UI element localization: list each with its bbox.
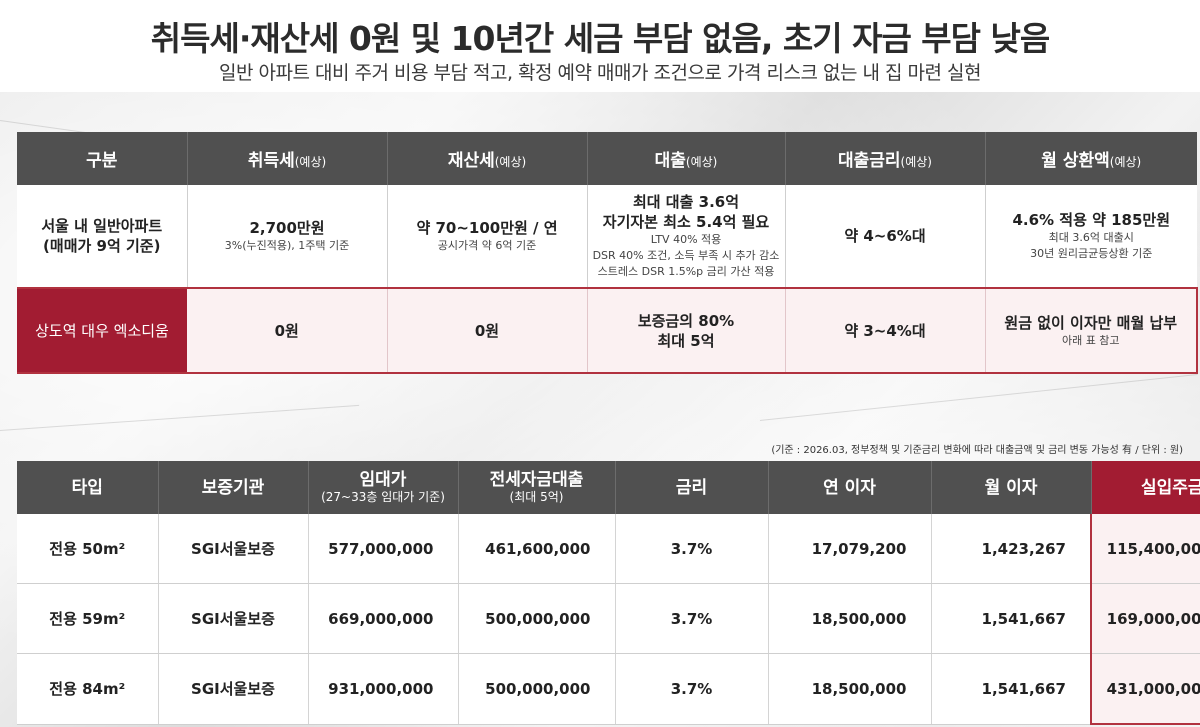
cell-type: 전용 50m² xyxy=(17,514,159,584)
cell-guarantor: SGI서울보증 xyxy=(158,514,309,584)
cell-loan-general: 최대 대출 3.6억 자기자본 최소 5.4억 필요 LTV 40% 적용 DS… xyxy=(587,185,786,289)
cell-rate: 3.7% xyxy=(615,583,769,654)
col-header-category: 구분 xyxy=(17,132,188,185)
cell-loan: 500,000,000 xyxy=(458,583,616,654)
col-header-monthly-interest: 월 이자 xyxy=(931,461,1092,514)
col-header-type: 타입 xyxy=(17,461,159,514)
cell-rate-general: 약 4~6%대 xyxy=(785,185,986,289)
cell-move-in-cost: 431,000,000 xyxy=(1090,653,1200,725)
col-header-move-in-cost: 실입주금 xyxy=(1091,461,1200,514)
col-header-rate: 금리 xyxy=(615,461,769,514)
cell-rent: 577,000,000 xyxy=(308,514,459,584)
page-title: 취득세·재산세 0원 및 10년간 세금 부담 없음, 초기 자금 부담 낮음 xyxy=(150,19,1050,58)
col-header-acquisition-tax: 취득세(예상) xyxy=(187,132,388,185)
comparison-table: 구분 취득세(예상) 재산세(예상) 대출(예상) 대출금리(예상) 월 상환액… xyxy=(17,132,1198,374)
col-header-rent-price: 임대가 (27~33층 임대가 기준) xyxy=(308,461,459,514)
cell-acq-tax-general: 2,700만원 3%(누진적용), 1주택 기준 xyxy=(187,185,388,289)
cell-prop-tax-excideum: 0원 xyxy=(387,288,588,374)
row-excideum: 상도역 대우 엑소디움 0원 0원 보증금의 80% 최대 5억 약 3~4%대… xyxy=(17,288,1198,374)
col-header-loan: 대출(예상) xyxy=(587,132,786,185)
cell-monthly-general: 4.6% 적용 약 185만원 최대 3.6억 대출시 30년 원리금균등상환 … xyxy=(985,185,1197,289)
cell-annual-interest: 18,500,000 xyxy=(768,653,932,725)
cell-rate-excideum: 약 3~4%대 xyxy=(785,288,986,374)
rent-table: 타입 보증기관 임대가 (27~33층 임대가 기준) 전세자금대출 (최대 5억)… xyxy=(17,461,1200,725)
comparison-header-row: 구분 취득세(예상) 재산세(예상) 대출(예상) 대출금리(예상) 월 상환액… xyxy=(17,132,1197,185)
cell-type: 전용 84m² xyxy=(17,653,159,725)
col-header-guarantor: 보증기관 xyxy=(158,461,309,514)
cell-rate: 3.7% xyxy=(615,653,769,725)
cell-annual-interest: 17,079,200 xyxy=(768,514,932,584)
cell-annual-interest: 18,500,000 xyxy=(768,583,932,654)
cell-rent: 669,000,000 xyxy=(308,583,459,654)
cell-guarantor: SGI서울보증 xyxy=(158,653,309,725)
table-row: 전용 84m² SGI서울보증 931,000,000 500,000,000 … xyxy=(17,653,1200,725)
cell-category-excideum: 상도역 대우 엑소디움 xyxy=(17,288,187,374)
cell-monthly-interest: 1,541,667 xyxy=(931,583,1092,654)
col-header-property-tax: 재산세(예상) xyxy=(387,132,588,185)
cell-rent: 931,000,000 xyxy=(308,653,459,725)
cell-loan: 461,600,000 xyxy=(458,514,616,584)
page-header: 취득세·재산세 0원 및 10년간 세금 부담 없음, 초기 자금 부담 낮음 … xyxy=(0,0,1200,92)
col-header-loan-rate: 대출금리(예상) xyxy=(785,132,986,185)
cell-type: 전용 59m² xyxy=(17,583,159,654)
col-header-monthly-payment: 월 상환액(예상) xyxy=(985,132,1197,185)
table-row: 전용 59m² SGI서울보증 669,000,000 500,000,000 … xyxy=(17,583,1200,654)
page-subtitle: 일반 아파트 대비 주거 비용 부담 적고, 확정 예약 매매가 조건으로 가격… xyxy=(219,62,981,84)
cell-acq-tax-excideum: 0원 xyxy=(187,288,388,374)
cell-loan: 500,000,000 xyxy=(458,653,616,725)
cell-prop-tax-general: 약 70~100만원 / 연 공시가격 약 6억 기준 xyxy=(387,185,588,289)
cell-rate: 3.7% xyxy=(615,514,769,584)
cell-category-general: 서울 내 일반아파트 (매매가 9억 기준) xyxy=(17,185,188,289)
basis-note: (기준 : 2026.03, 정부정책 및 기준금리 변화에 따라 대출금액 및… xyxy=(771,445,1183,456)
col-header-annual-interest: 연 이자 xyxy=(768,461,932,514)
cell-move-in-cost: 115,400,000 xyxy=(1090,514,1200,584)
cell-guarantor: SGI서울보증 xyxy=(158,583,309,654)
cell-move-in-cost: 169,000,000 xyxy=(1090,583,1200,654)
table-row: 전용 50m² SGI서울보증 577,000,000 461,600,000 … xyxy=(17,514,1200,584)
cell-monthly-excideum: 원금 없이 이자만 매월 납부 아래 표 참고 xyxy=(985,288,1198,374)
cell-loan-excideum: 보증금의 80% 최대 5억 xyxy=(587,288,786,374)
rent-header-row: 타입 보증기관 임대가 (27~33층 임대가 기준) 전세자금대출 (최대 5억)… xyxy=(17,461,1200,514)
cell-monthly-interest: 1,423,267 xyxy=(931,514,1092,584)
col-header-jeonse-loan: 전세자금대출 (최대 5억) xyxy=(458,461,616,514)
cell-monthly-interest: 1,541,667 xyxy=(931,653,1092,725)
row-general-apartment: 서울 내 일반아파트 (매매가 9억 기준) 2,700만원 3%(누진적용),… xyxy=(17,185,1197,289)
